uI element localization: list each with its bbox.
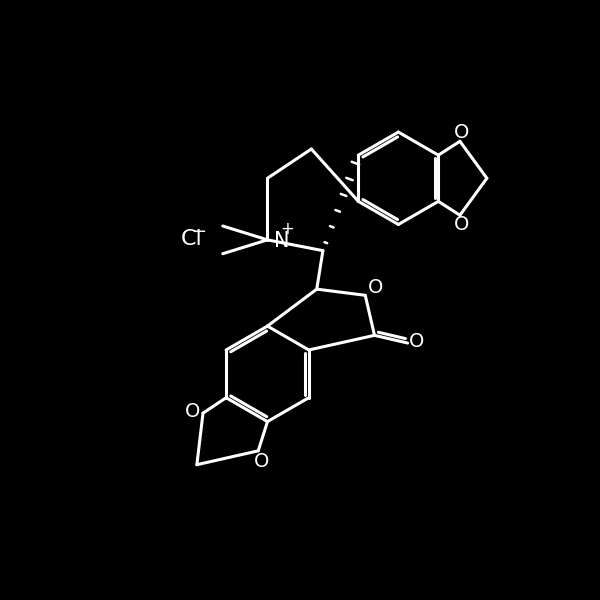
- Text: N: N: [274, 230, 290, 251]
- Text: O: O: [454, 215, 469, 234]
- Text: O: O: [254, 452, 269, 471]
- Text: −: −: [191, 223, 206, 241]
- Text: O: O: [454, 122, 469, 142]
- Text: +: +: [281, 220, 295, 238]
- Text: O: O: [368, 278, 384, 297]
- Text: O: O: [185, 402, 200, 421]
- Text: O: O: [409, 332, 425, 351]
- Text: Cl: Cl: [181, 229, 202, 249]
